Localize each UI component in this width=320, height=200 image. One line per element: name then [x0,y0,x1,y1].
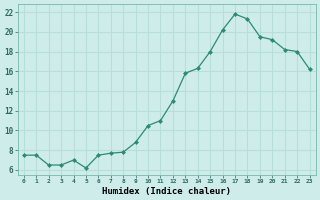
X-axis label: Humidex (Indice chaleur): Humidex (Indice chaleur) [102,187,231,196]
